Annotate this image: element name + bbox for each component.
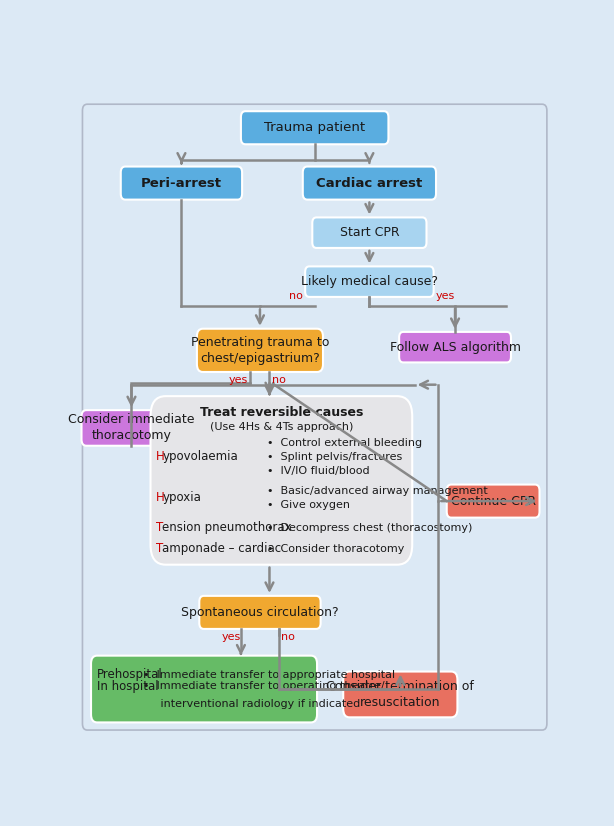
FancyBboxPatch shape [197,329,323,372]
Text: (Use 4Hs & 4Ts approach): (Use 4Hs & 4Ts approach) [209,421,353,432]
Text: •  Splint pelvis/fractures: • Splint pelvis/fractures [267,452,402,462]
Text: •  Consider thoracotomy: • Consider thoracotomy [267,544,405,553]
FancyBboxPatch shape [200,596,321,629]
Text: Peri-arrest: Peri-arrest [141,177,222,190]
Text: Penetrating trauma to
chest/epigastrium?: Penetrating trauma to chest/epigastrium? [191,336,329,365]
Text: In hospital: In hospital [97,680,158,693]
Text: •  Immediate transfer to operating theatre/: • Immediate transfer to operating theatr… [144,681,385,691]
FancyBboxPatch shape [447,485,540,518]
Text: Trauma patient: Trauma patient [264,121,365,135]
Text: interventional radiology if indicated: interventional radiology if indicated [144,699,360,709]
Text: yes: yes [229,375,248,385]
Text: •  Decompress chest (thoracostomy): • Decompress chest (thoracostomy) [267,523,472,533]
Text: H: H [156,450,165,463]
Text: Continue CPR: Continue CPR [451,495,535,508]
FancyBboxPatch shape [305,267,433,297]
Text: T: T [156,543,163,555]
Text: no: no [289,292,303,301]
Text: ypoxia: ypoxia [163,491,201,505]
Text: Likely medical cause?: Likely medical cause? [301,275,438,288]
Text: Consider termination of
resuscitation: Consider termination of resuscitation [327,680,474,709]
Text: •  Control external bleeding: • Control external bleeding [267,438,422,448]
Text: •  Immediate transfer to appropriate hospital: • Immediate transfer to appropriate hosp… [144,670,395,680]
FancyBboxPatch shape [303,167,436,200]
Text: Consider immediate
thoracotomy: Consider immediate thoracotomy [68,414,195,443]
Text: Treat reversible causes: Treat reversible causes [200,406,363,419]
Text: no: no [281,632,295,642]
Text: T: T [156,521,163,534]
Text: Start CPR: Start CPR [340,226,399,240]
Text: Cardiac arrest: Cardiac arrest [316,177,422,190]
Text: amponade – cardiac: amponade – cardiac [163,543,282,555]
FancyBboxPatch shape [150,396,412,565]
Text: ypovolaemia: ypovolaemia [163,450,238,463]
Text: ension pneumothorax: ension pneumothorax [163,521,292,534]
Text: no: no [272,375,286,385]
Text: yes: yes [436,292,455,301]
FancyBboxPatch shape [399,332,511,363]
Text: yes: yes [222,632,241,642]
Text: •  Give oxygen: • Give oxygen [267,500,350,510]
Text: Prehospital: Prehospital [97,668,163,681]
Text: H: H [156,491,165,505]
FancyBboxPatch shape [241,112,389,145]
FancyBboxPatch shape [91,656,317,723]
Text: •  Basic/advanced airway management: • Basic/advanced airway management [267,486,488,496]
FancyBboxPatch shape [343,672,457,717]
FancyBboxPatch shape [121,167,242,200]
FancyBboxPatch shape [82,411,182,446]
Text: Spontaneous circulation?: Spontaneous circulation? [181,606,339,619]
FancyBboxPatch shape [313,217,427,248]
Text: Follow ALS algorithm: Follow ALS algorithm [389,340,521,354]
Text: •  IV/IO fluid/blood: • IV/IO fluid/blood [267,466,370,476]
